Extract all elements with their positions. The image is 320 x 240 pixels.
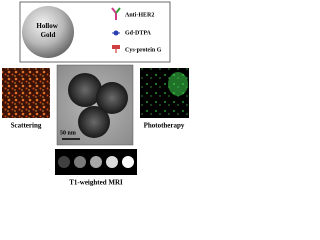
cys-protein-g-icon	[112, 45, 120, 53]
phototherapy-label: Phototherapy	[144, 122, 185, 130]
sphere-label-1: Hollow Gold	[36, 22, 59, 39]
hollow-gold-sphere	[22, 6, 74, 58]
mri-label: T1-weighted MRI	[69, 179, 123, 187]
scattering-label: Scattering	[11, 122, 42, 130]
legend-label: Anti-HER2	[125, 12, 154, 18]
tem-image	[56, 64, 134, 146]
scattering-image	[2, 68, 50, 118]
legend-label: Cys-protein G	[125, 47, 162, 53]
mri-strip	[55, 149, 137, 175]
legend-label: Gd-DTPA	[125, 30, 152, 36]
figure: Hollow Gold Anti-HER2 Gd-DTPA Cys-protei…	[2, 1, 189, 187]
scale-bar-label: 50 nm	[60, 130, 76, 136]
anti-her2-icon	[111, 7, 121, 20]
phototherapy-image	[140, 68, 189, 118]
gd-dtpa-icon	[112, 30, 120, 36]
